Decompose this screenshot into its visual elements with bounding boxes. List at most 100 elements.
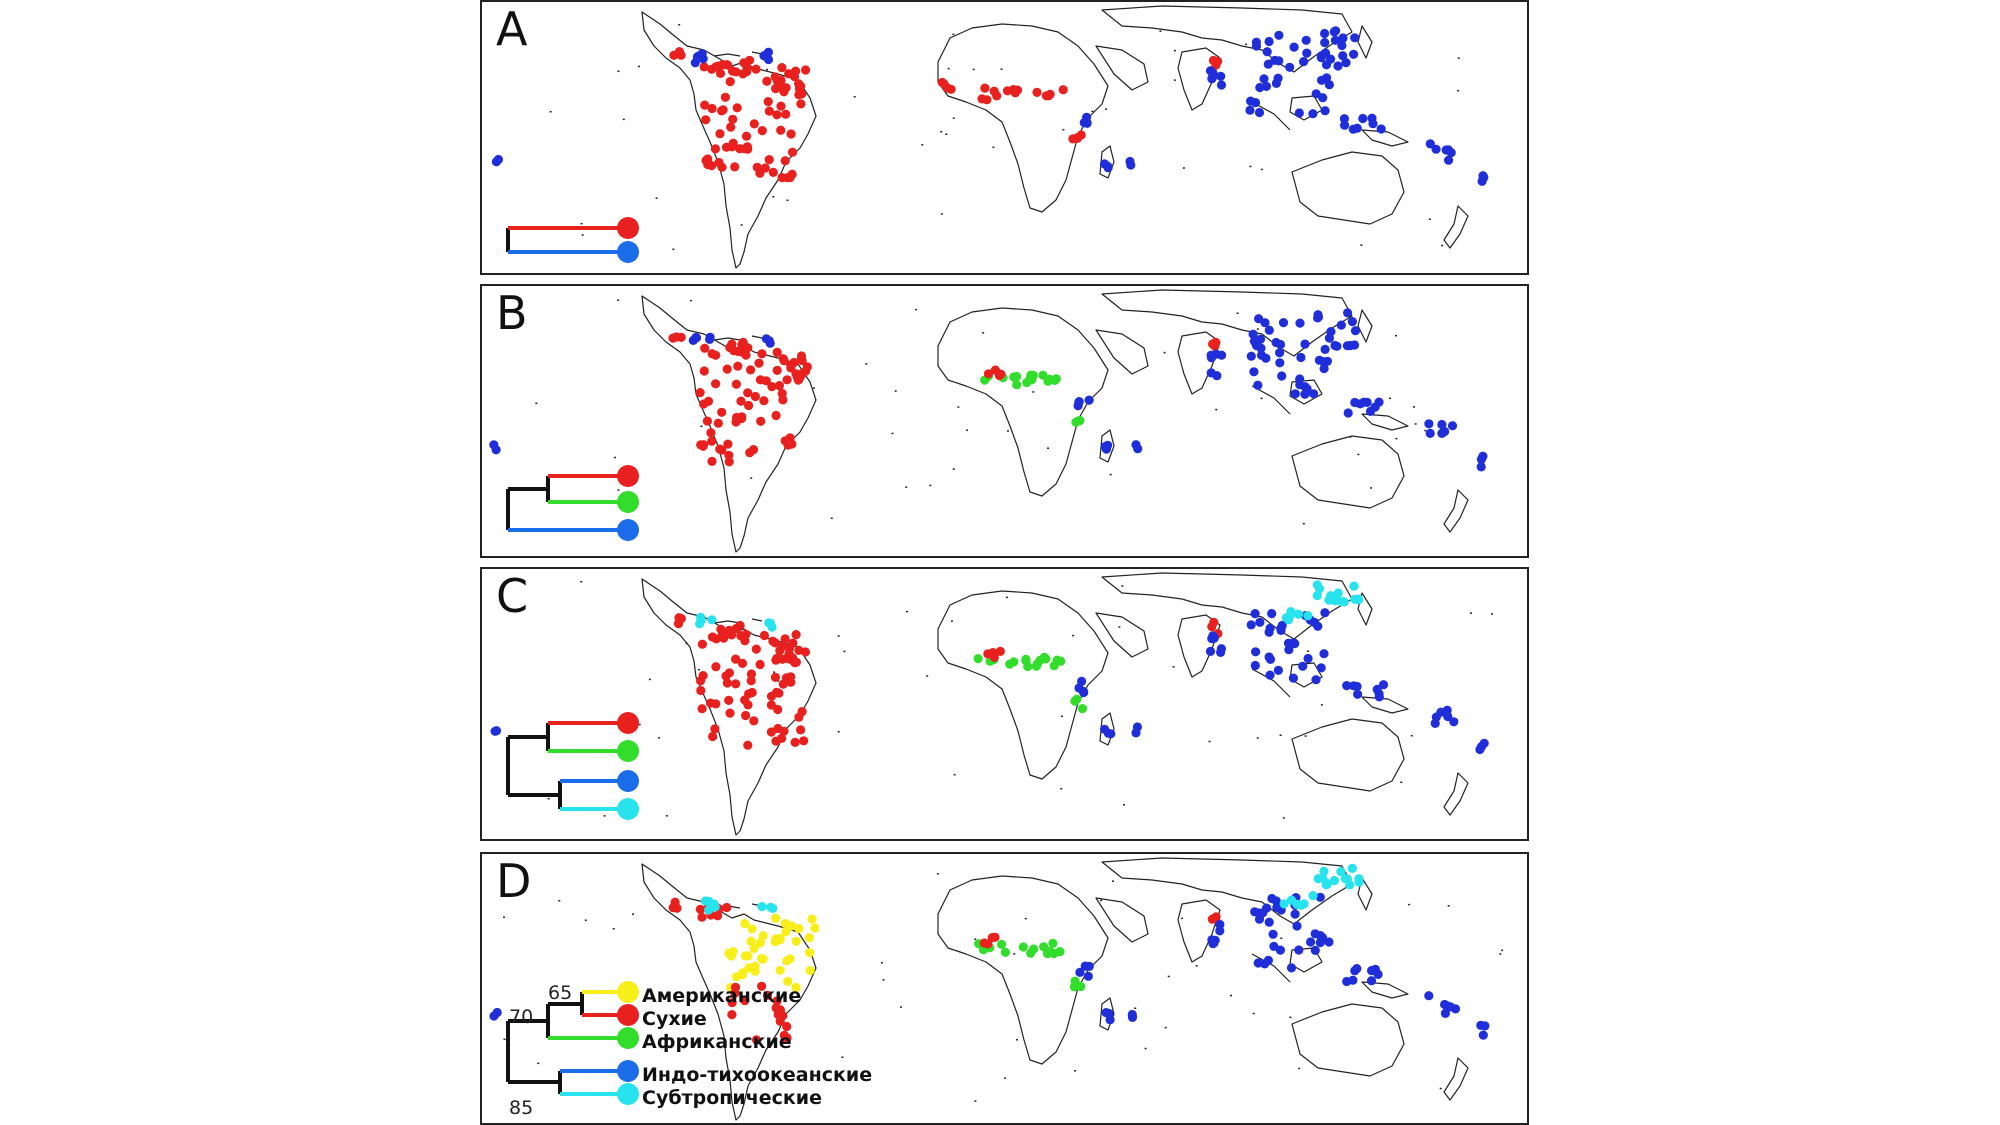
island-speck (936, 873, 939, 875)
occurrence-point-red (740, 996, 750, 1006)
occurrence-point-cyan (1336, 867, 1346, 877)
occurrence-point-red (982, 95, 992, 105)
occurrence-point-red (1044, 91, 1054, 101)
occurrence-point-yellow (807, 914, 817, 924)
occurrence-point-blue (1316, 663, 1326, 673)
occurrence-point-green (1031, 661, 1041, 671)
occurrence-point-red (784, 649, 794, 659)
island-speck (1181, 917, 1184, 920)
island-speck (631, 913, 634, 915)
occurrence-point-blue (1264, 917, 1274, 927)
island-speck (957, 406, 960, 408)
occurrence-point-red (983, 369, 994, 379)
island-speck (1104, 108, 1107, 110)
island-speck (1163, 351, 1166, 354)
island-speck (1249, 165, 1252, 168)
occurrence-point-red (751, 64, 761, 74)
occurrence-point-red (739, 346, 749, 357)
occurrence-point-red (696, 676, 706, 686)
occurrence-point-red (751, 644, 761, 654)
occurrence-point-red (697, 639, 707, 649)
occurrence-point-green (1076, 981, 1086, 992)
occurrence-point-blue (1425, 428, 1435, 438)
island-speck (1400, 781, 1403, 784)
occurrence-point-blue (1337, 40, 1347, 51)
island-speck (1173, 49, 1176, 52)
occurrence-point-blue (1479, 738, 1489, 748)
occurrence-point-red (791, 630, 801, 640)
occurrence-point-red (755, 375, 765, 385)
occurrence-point-blue (1290, 909, 1300, 919)
occurrence-point-blue (1260, 318, 1270, 328)
island-speck (1413, 406, 1416, 408)
occurrence-point-blue (1254, 107, 1265, 118)
island-speck (1024, 917, 1027, 920)
occurrence-point-red (759, 396, 769, 406)
occurrence-point-red (745, 55, 755, 65)
occurrence-point-yellow (740, 951, 751, 961)
occurrence-point-red (722, 60, 732, 70)
occurrence-point-red (708, 731, 718, 742)
eurasia-coastline (1101, 289, 1353, 357)
occurrence-point-red (748, 445, 759, 455)
occurrence-point-red (669, 50, 679, 60)
island-speck (740, 224, 743, 226)
occurrence-point-yellow (747, 924, 757, 934)
occurrence-point-blue (491, 157, 501, 167)
occurrence-point-blue (1424, 991, 1434, 1001)
phylogeny-tree (506, 981, 639, 1105)
occurrence-point-blue (1365, 406, 1376, 416)
occurrence-point-cyan (757, 902, 767, 912)
australia-coastline (1291, 1003, 1405, 1077)
occurrence-point-blue (1342, 341, 1352, 351)
island-speck (655, 197, 658, 199)
island-speck (1109, 473, 1112, 476)
occurrence-point-red (779, 726, 789, 736)
island-speck (612, 928, 615, 930)
island-speck (772, 195, 775, 198)
occurrence-point-blue (1261, 81, 1271, 91)
occurrence-point-red (1213, 56, 1223, 66)
island-speck (766, 68, 769, 71)
occurrence-point-red (787, 147, 798, 157)
occurrence-point-red (778, 679, 788, 689)
tree-tip-cyan (617, 798, 639, 820)
occurrence-point-red (728, 138, 738, 148)
island-speck (1121, 585, 1124, 587)
occurrence-point-blue (1478, 1030, 1488, 1040)
island-speck (1304, 735, 1307, 737)
occurrence-point-cyan (1349, 581, 1359, 591)
occurrence-point-blue (1315, 892, 1325, 902)
occurrence-point-red (797, 355, 807, 366)
island-speck (843, 650, 846, 653)
island-speck (947, 67, 950, 70)
occurrence-point-blue (1450, 1004, 1461, 1014)
island-speck (584, 919, 587, 921)
occurrence-point-cyan (1299, 899, 1309, 909)
legend-label-dry: Сухие (642, 1008, 707, 1030)
occurrence-point-blue (1273, 665, 1283, 675)
occurrence-point-red (749, 716, 759, 726)
occurrence-point-blue (1264, 36, 1274, 47)
occurrence-point-blue (1338, 51, 1348, 61)
new-guinea-coastline (1361, 413, 1409, 431)
island-speck (1447, 905, 1450, 907)
tree-tip-green (617, 491, 639, 513)
island-speck (1182, 167, 1185, 169)
occurrence-point-blue (1366, 976, 1377, 986)
island-speck (1424, 429, 1427, 432)
occurrence-point-red (733, 361, 743, 371)
occurrence-point-red (1210, 341, 1220, 351)
occurrence-point-red (728, 114, 738, 124)
occurrence-point-green (1012, 380, 1022, 390)
sumatra-borneo-coastline (1251, 947, 1323, 983)
occurrence-point-blue (1275, 358, 1285, 368)
occurrence-point-yellow (805, 965, 815, 976)
island-speck (952, 117, 955, 119)
occurrence-point-blue (1329, 27, 1339, 37)
occurrence-point-blue (1311, 89, 1321, 99)
occurrence-point-red (766, 691, 777, 701)
island-speck (1062, 128, 1065, 131)
occurrence-point-red (751, 1035, 762, 1045)
occurrence-point-cyan (1318, 873, 1328, 883)
